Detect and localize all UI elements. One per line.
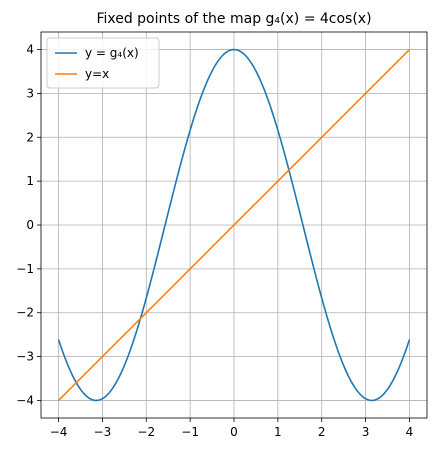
y-tick-label: 3 [26,86,34,100]
y-tick-label: −2 [16,306,34,320]
y-tick-label: 2 [26,130,34,144]
x-tick-label: 1 [274,425,282,439]
x-tick-label: −1 [181,425,199,439]
y-tick-label: 0 [26,218,34,232]
legend-label-1: y=x [85,67,109,81]
y-tick-label: −4 [16,393,34,407]
legend-label-0: y = g₄(x) [85,46,139,60]
x-tick-label: 0 [230,425,238,439]
legend-box [46,37,160,89]
x-tick-label: −3 [94,425,112,439]
y-tick-label: −3 [16,350,34,364]
chart-title: Fixed points of the map g₄(x) = 4cos(x) [96,11,371,27]
x-tick-label: −2 [137,425,155,439]
series-line-1 [57,48,411,402]
x-tick-label: 4 [406,425,414,439]
series-line-0 [57,48,411,402]
y-tick-label: −1 [16,262,34,276]
series-layer [57,48,411,402]
x-tick-label: 2 [318,425,326,439]
legend: y = g₄(x) y=x [46,37,160,89]
x-tick-label: −4 [50,425,68,439]
x-tick-label: 3 [362,425,370,439]
y-tick-label: 1 [26,174,34,188]
y-tick-label: 4 [26,43,34,57]
ticks: −4 −3 −2 −1 0 1 2 3 4 −4 −3 −2 −1 0 1 2 3 4 [16,43,413,439]
